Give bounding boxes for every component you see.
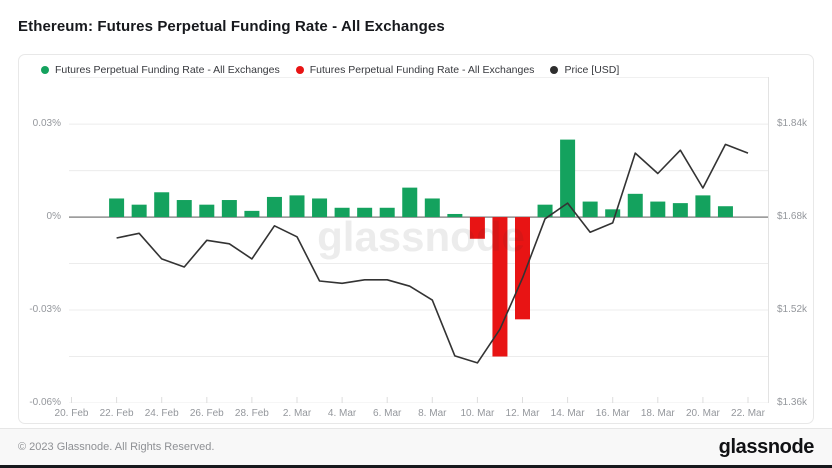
funding-rate-bar[interactable] xyxy=(560,139,576,218)
x-tick-label: 20. Feb xyxy=(54,408,89,419)
chart-legend: Futures Perpetual Funding Rate - All Exc… xyxy=(41,64,619,76)
y-left-tick-label: -0.06% xyxy=(29,397,61,408)
chart-card: Futures Perpetual Funding Rate - All Exc… xyxy=(18,54,814,424)
window-bottom-edge xyxy=(0,465,832,468)
funding-rate-bar[interactable] xyxy=(379,207,395,218)
funding-rate-bar[interactable] xyxy=(266,196,282,218)
funding-rate-bar[interactable] xyxy=(176,200,192,218)
funding-rate-bar[interactable] xyxy=(334,207,350,218)
x-tick-label: 10. Mar xyxy=(460,408,495,419)
funding-rate-bar[interactable] xyxy=(357,207,373,218)
legend-item-funding-negative[interactable]: Futures Perpetual Funding Rate - All Exc… xyxy=(295,64,535,76)
red-dot-icon xyxy=(295,66,304,74)
funding-rate-bar[interactable] xyxy=(537,204,553,218)
legend-label: Price [USD] xyxy=(564,64,620,76)
x-tick-label: 18. Mar xyxy=(640,408,675,419)
funding-rate-bar[interactable] xyxy=(672,203,688,218)
footer: © 2023 Glassnode. All Rights Reserved. g… xyxy=(0,428,832,465)
funding-rate-bar[interactable] xyxy=(469,217,485,239)
funding-rate-bar[interactable] xyxy=(312,198,328,218)
funding-rate-bar[interactable] xyxy=(424,198,440,218)
x-tick-label: 6. Mar xyxy=(373,408,402,419)
x-tick-label: 4. Mar xyxy=(327,408,357,419)
x-tick-label: 22. Feb xyxy=(99,408,134,419)
funding-rate-bar[interactable] xyxy=(289,195,305,218)
y-left-tick-label: 0.03% xyxy=(32,118,61,130)
x-tick-label: 22. Mar xyxy=(731,408,765,419)
funding-rate-bar[interactable] xyxy=(695,195,711,218)
funding-rate-bar[interactable] xyxy=(605,209,621,218)
y-right-tick-label: $1.36k xyxy=(777,397,808,408)
page-title: Ethereum: Futures Perpetual Funding Rate… xyxy=(18,18,445,35)
watermark: glassnode xyxy=(317,213,525,260)
funding-rate-bar[interactable] xyxy=(582,201,598,218)
funding-rate-bar[interactable] xyxy=(199,204,215,218)
black-dot-icon xyxy=(550,66,559,74)
y-left-tick-label: -0.03% xyxy=(29,304,61,316)
x-tick-label: 20. Mar xyxy=(685,408,720,419)
x-tick-label: 14. Mar xyxy=(550,408,585,419)
funding-rate-bar[interactable] xyxy=(131,204,147,218)
green-dot-icon xyxy=(41,66,49,74)
funding-rate-bar[interactable] xyxy=(221,200,237,218)
funding-rate-bar[interactable] xyxy=(650,201,666,218)
legend-label: Futures Perpetual Funding Rate - All Exc… xyxy=(55,64,280,76)
price-line[interactable] xyxy=(116,143,749,364)
funding-rate-bar[interactable] xyxy=(244,210,260,218)
x-tick-label: 8. Mar xyxy=(418,408,447,419)
funding-rate-bar[interactable] xyxy=(402,187,418,218)
x-tick-label: 24. Feb xyxy=(144,408,179,419)
x-tick-label: 12. Mar xyxy=(505,408,540,419)
legend-label: Futures Perpetual Funding Rate - All Exc… xyxy=(309,64,535,76)
x-tick-label: 28. Feb xyxy=(234,408,269,419)
plot-area: glassnode 0.03% 0% -0.03% -0.06% $1.84k $1.6… xyxy=(19,77,813,441)
legend-item-price[interactable]: Price [USD] xyxy=(550,64,619,76)
funding-rate-bar[interactable] xyxy=(154,192,170,218)
funding-rate-bar[interactable] xyxy=(515,217,530,320)
x-tick-label: 26. Feb xyxy=(189,408,224,419)
x-tick-label: 16. Mar xyxy=(595,408,630,419)
copyright-text: © 2023 Glassnode. All Rights Reserved. xyxy=(18,441,215,453)
legend-item-funding-positive[interactable]: Futures Perpetual Funding Rate - All Exc… xyxy=(41,64,280,76)
funding-rate-bar[interactable] xyxy=(627,193,643,218)
y-left-tick-label: 0% xyxy=(46,211,61,223)
funding-rate-chart[interactable] xyxy=(69,77,769,403)
funding-rate-bar[interactable] xyxy=(447,213,463,218)
glassnode-logo[interactable]: glassnode xyxy=(718,435,815,458)
y-right-tick-label: $1.52k xyxy=(777,304,808,316)
x-tick-label: 2. Mar xyxy=(282,408,312,419)
funding-rate-bar[interactable] xyxy=(109,198,125,218)
y-right-tick-label: $1.68k xyxy=(777,211,808,223)
funding-rate-bar[interactable] xyxy=(717,206,733,218)
y-right-tick-label: $1.84k xyxy=(777,118,808,130)
